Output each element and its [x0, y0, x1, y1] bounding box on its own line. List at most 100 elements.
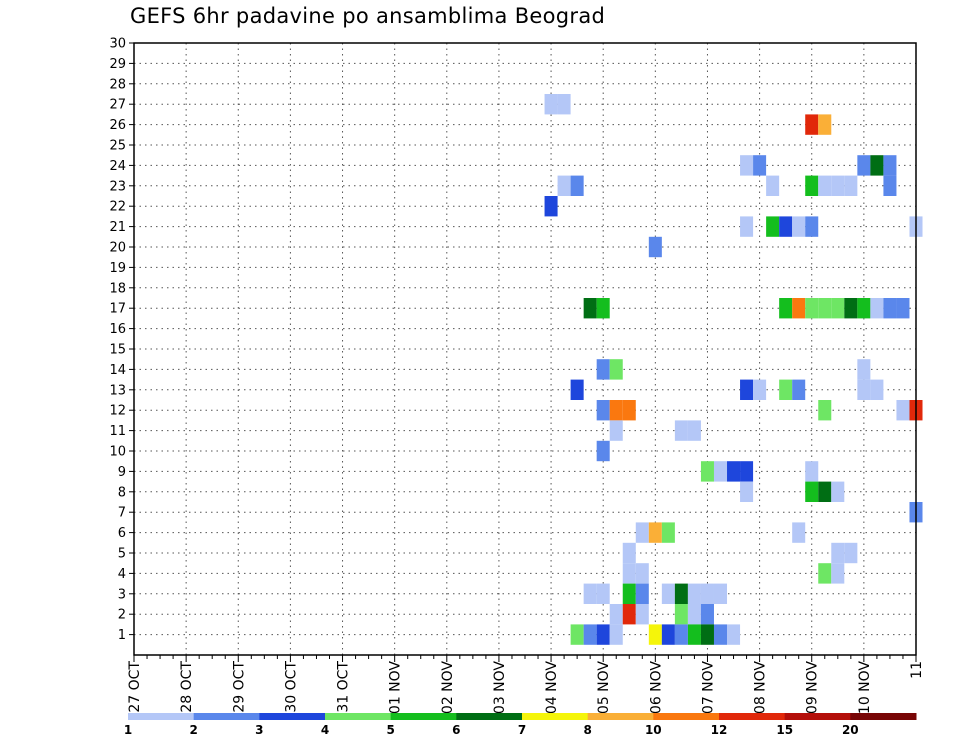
heatmap-cell [818, 114, 832, 135]
colorbar-swatch [653, 713, 720, 720]
heatmap-cell [844, 542, 858, 564]
heatmap-cell [674, 583, 688, 604]
x-date-label: 28 OCT [179, 661, 195, 713]
heatmap-cell [648, 522, 662, 543]
y-tick-label: 19 [109, 261, 126, 276]
heatmap-cell [870, 298, 884, 319]
colorbar-label: 8 [584, 723, 592, 737]
heatmap-cell [622, 604, 636, 625]
y-tick-label: 10 [109, 445, 126, 460]
colorbar-swatch [784, 713, 851, 720]
heatmap-cell [596, 359, 610, 380]
y-tick-label: 21 [109, 220, 126, 235]
heatmap-cell [779, 298, 793, 319]
chart-title: GEFS 6hr padavine po ansamblima Beograd [130, 4, 606, 28]
x-date-label: 07 NOV [701, 661, 717, 715]
colorbar-swatch [259, 713, 326, 720]
y-tick-label: 13 [109, 383, 126, 398]
heatmap-cell [713, 583, 728, 604]
heatmap-cell [700, 583, 714, 604]
heatmap-cell [844, 175, 858, 196]
x-date-label: 29 OCT [231, 661, 247, 713]
heatmap-cell [753, 155, 767, 176]
heatmap-cell [713, 461, 728, 482]
heatmap-cell [583, 624, 597, 645]
heatmap-cell [596, 400, 610, 421]
axis-layer: 1234567891011121314151617181920212223242… [109, 37, 925, 715]
heatmap-cell [766, 175, 780, 196]
x-date-label: 27 OCT [127, 661, 143, 713]
heatmap-cell [687, 604, 701, 625]
y-tick-label: 23 [109, 179, 126, 194]
x-date-label: 31 OCT [336, 661, 352, 713]
heatmap-cell [844, 298, 858, 319]
x-date-label: 30 OCT [283, 661, 299, 713]
heatmap-cell [740, 216, 754, 237]
heatmap-cell [805, 175, 819, 196]
y-tick-label: 20 [109, 241, 126, 256]
heatmap-cell [674, 624, 688, 645]
heatmap-cell [570, 175, 584, 196]
heatmap-cell [609, 420, 623, 441]
heatmap-cell [779, 379, 793, 400]
y-tick-label: 26 [109, 118, 126, 133]
y-tick-label: 8 [118, 485, 126, 500]
colorbar-swatch [587, 713, 654, 720]
x-date-label: 01 NOV [388, 661, 404, 715]
y-tick-label: 29 [109, 57, 126, 72]
colorbar-layer: 1 2 3 4 5 6 7 8 10 12 15 20 [124, 713, 917, 737]
heatmap-cell [740, 155, 754, 176]
heatmap-cell [674, 604, 688, 625]
heatmap-cell [831, 542, 845, 564]
x-date-label: 08 NOV [753, 661, 769, 715]
colorbar-swatch [719, 713, 786, 720]
heatmap-cell [648, 236, 662, 258]
colorbar-label: 1 [124, 723, 132, 737]
heatmap-cell [727, 461, 741, 482]
colorbar-label: 3 [255, 723, 263, 737]
heatmap-cell [544, 196, 558, 217]
colorbar-label: 6 [452, 723, 460, 737]
heatmap-cell [687, 583, 701, 604]
colorbar-label: 7 [518, 723, 526, 737]
heatmap-cell [805, 298, 819, 319]
colorbar-label: 10 [645, 723, 662, 737]
heatmap-cell [700, 624, 714, 645]
colorbar-swatch [456, 713, 523, 720]
colorbar-label: 5 [387, 723, 395, 737]
x-date-label: 03 NOV [492, 661, 508, 715]
y-tick-label: 9 [118, 465, 126, 480]
heatmap-cell [792, 298, 806, 319]
colorbar-label: 2 [190, 723, 198, 737]
colorbar-label: 12 [711, 723, 728, 737]
heatmap-cell [857, 379, 871, 400]
heatmap-cell [557, 175, 571, 196]
heatmap-cell [818, 563, 832, 584]
heatmap-cell [727, 624, 741, 645]
heatmap-cell [557, 94, 571, 115]
heatmap-cell [805, 216, 819, 237]
heatmap-cell [570, 379, 584, 400]
y-tick-label: 12 [109, 404, 126, 419]
heatmap-cell [818, 175, 832, 196]
heatmap-cell [805, 461, 819, 482]
heatmap-cell [805, 114, 819, 135]
heatmap-cell [570, 624, 584, 645]
x-date-label: 05 NOV [596, 661, 612, 715]
y-tick-label: 18 [109, 281, 126, 296]
heatmap-cell [622, 563, 636, 584]
heatmap-cell [831, 563, 845, 584]
heatmap-cell [740, 481, 754, 502]
heatmap-cell [661, 624, 675, 645]
heatmap-cell [635, 522, 649, 543]
y-tick-label: 24 [109, 159, 126, 174]
heatmap-cell [635, 583, 649, 604]
y-tick-label: 7 [118, 506, 126, 521]
x-date-label: 11 [909, 661, 925, 679]
x-date-label: 09 NOV [805, 661, 821, 715]
heatmap-cell [740, 379, 754, 400]
heatmap-cell [805, 481, 819, 502]
heatmap-cell [596, 624, 610, 645]
y-tick-label: 2 [118, 608, 126, 623]
heatmap-cell [674, 420, 688, 441]
